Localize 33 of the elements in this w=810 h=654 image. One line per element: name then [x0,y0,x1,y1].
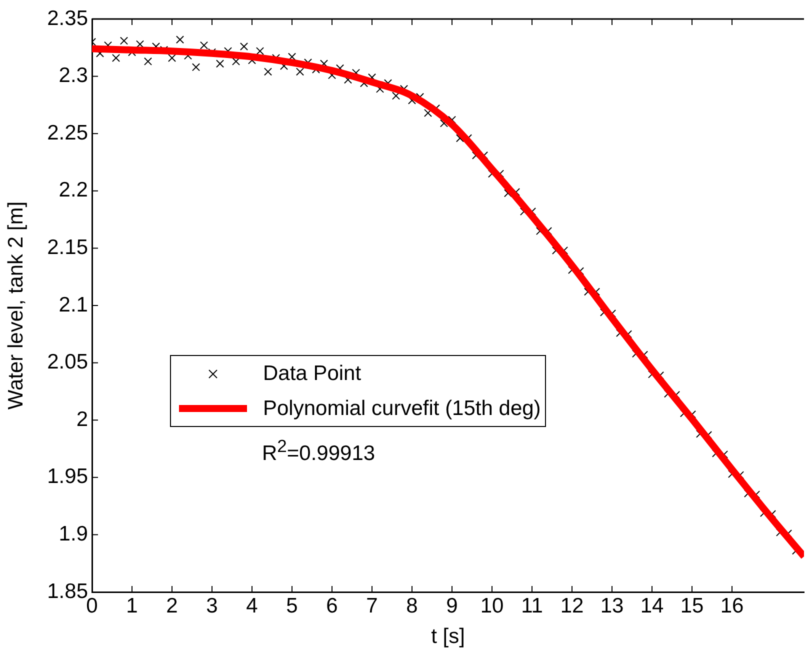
x-tick-label: 6 [326,594,338,618]
x-axis-title: t [s] [431,625,465,648]
y-axis-title: Water level, tank 2 [m] [4,201,28,410]
x-tick-label: 10 [480,594,504,618]
y-tick-label: 1.95 [47,465,88,488]
annotation: R$^{2}$=0.99913 [262,436,376,466]
x-tick-label: 4 [246,594,258,618]
y-tick-label: 2.25 [47,121,88,144]
y-tick-label: 1.9 [58,522,88,546]
x-tick-label: 13 [600,594,624,618]
x-tick-label: 11 [521,594,543,618]
x-tick-label: 9 [446,594,458,618]
legend-label: Polynomial curvefit (15th deg) [263,396,541,420]
y-tick-label: 1.85 [47,580,88,603]
x-tick-label: 14 [640,594,664,618]
y-tick-label: 2.2 [58,178,88,202]
x-tick-label: 8 [406,594,418,618]
x-tick-label: 15 [680,594,704,618]
x-tick-label: 3 [206,594,218,618]
y-tick-label: 2.05 [47,350,88,374]
y-tick-label: 2.1 [58,293,88,316]
x-tick-label: 2 [166,594,178,618]
y-tick-label: 2 [76,408,88,431]
x-tick-label: 7 [366,594,378,618]
x-tick-label: 12 [560,594,584,618]
legend-label: Data Point [263,362,362,386]
x-tick-label: 16 [720,594,744,618]
y-tick-label: 2.3 [58,64,88,88]
x-tick-label: 5 [286,594,298,618]
x-tick-label: 1 [126,594,138,618]
x-tick-label: 0 [86,594,98,618]
y-tick-label: 2.15 [47,236,88,259]
y-tick-label: 2.35 [47,6,88,30]
